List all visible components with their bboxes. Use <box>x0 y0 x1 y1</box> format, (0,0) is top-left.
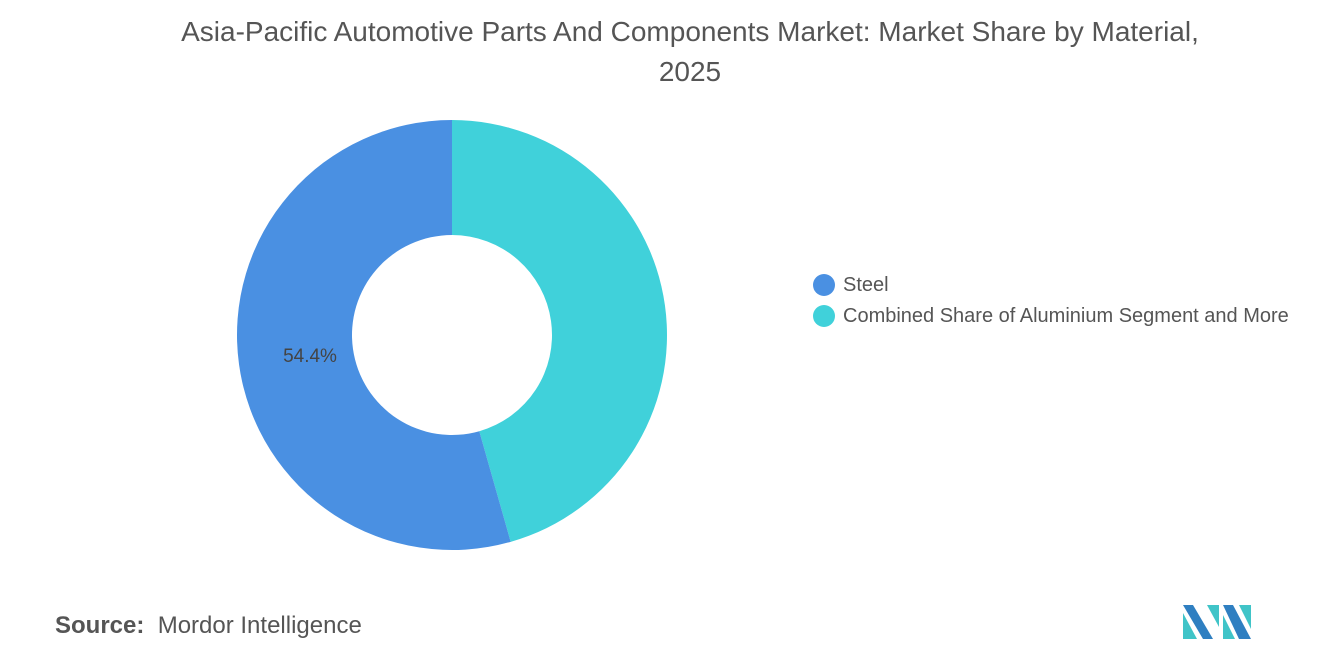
source-value: Mordor Intelligence <box>157 612 362 639</box>
legend-swatch <box>813 274 835 296</box>
legend-item-steel: Steel <box>813 271 1303 299</box>
legend-swatch <box>813 305 835 327</box>
chart-title: Asia-Pacific Automotive Parts And Compon… <box>181 16 1199 87</box>
legend-label: Combined Share of Aluminium Segment and … <box>843 305 1289 327</box>
data-label-0: 54.4% <box>283 346 337 367</box>
source-label: Source: <box>55 612 145 639</box>
source-note: Source: Mordor Intelligence <box>55 612 362 640</box>
slice-0 <box>236 120 511 550</box>
mordor-logo <box>1183 605 1251 639</box>
legend-label: Steel <box>843 274 889 296</box>
slice-1 <box>452 120 667 542</box>
legend-item-aluminium: Combined Share of Aluminium Segment and … <box>813 302 1303 330</box>
